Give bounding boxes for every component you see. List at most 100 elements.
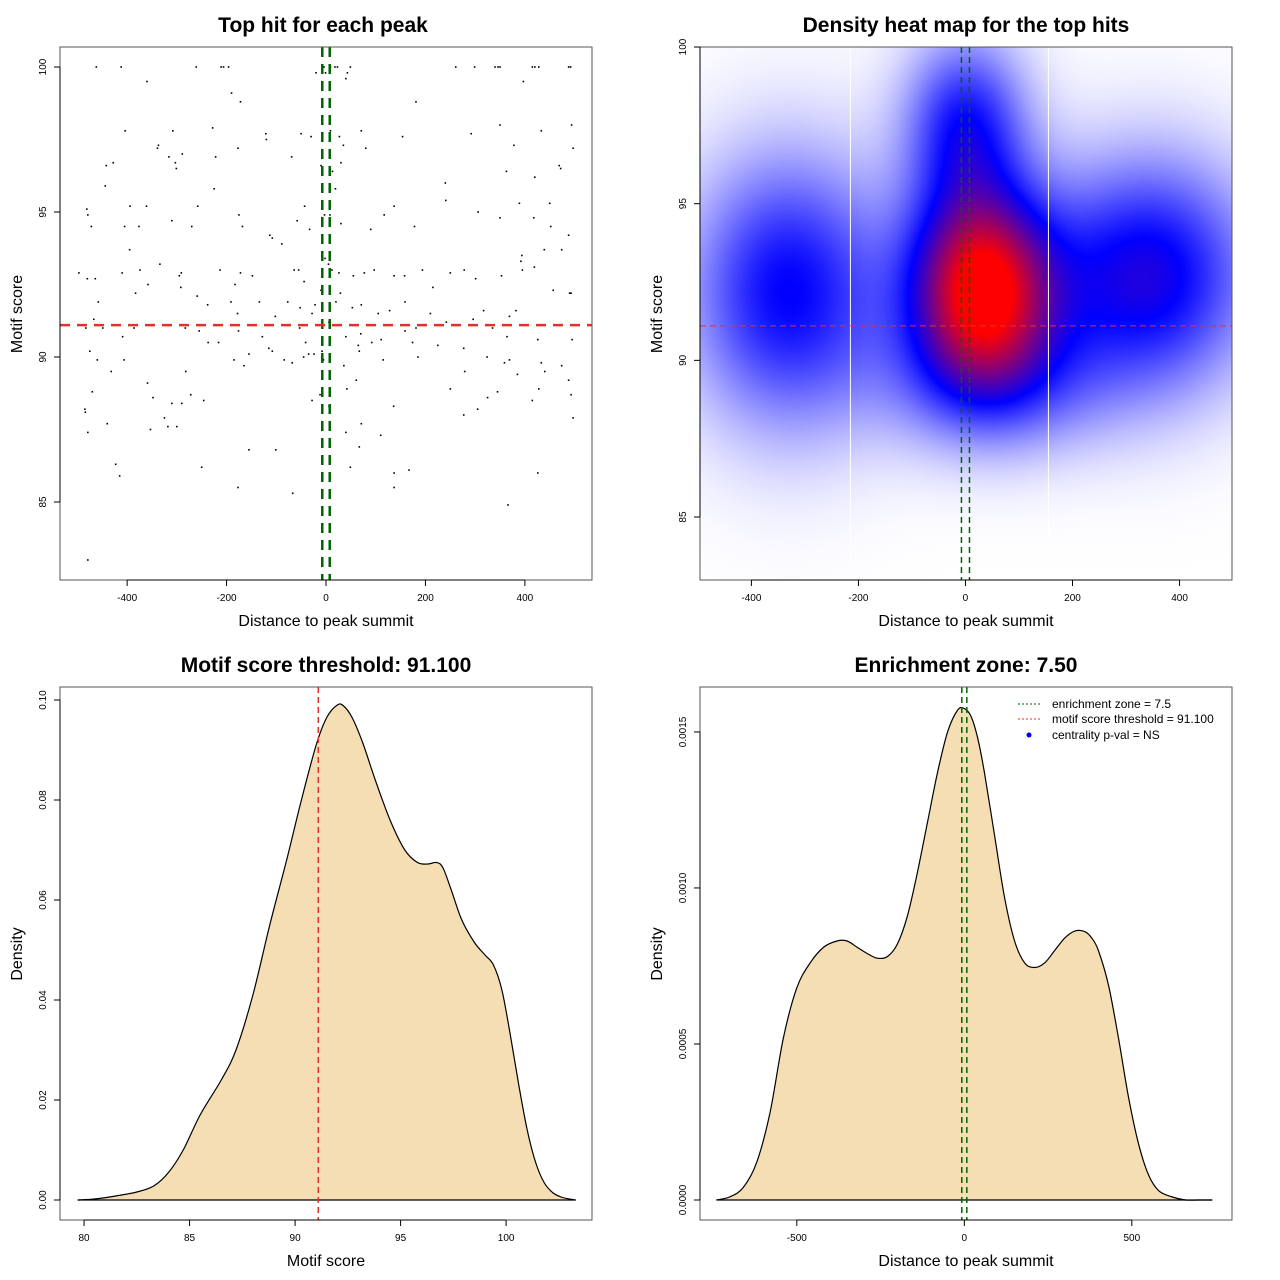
scatter-y-tick-label: 100 — [38, 58, 49, 75]
scatter-point — [323, 214, 326, 216]
scatter-point — [548, 202, 551, 205]
scatter-point — [572, 147, 574, 150]
scatter-point — [404, 330, 406, 332]
scatter-point — [417, 356, 419, 358]
scatter-point — [572, 417, 574, 419]
score-density-x-tick-label: 80 — [78, 1233, 90, 1244]
scatter-point — [486, 356, 488, 358]
heatmap-x-tick-label: -400 — [741, 593, 761, 604]
scatter-point — [415, 101, 417, 103]
scatter-point — [329, 130, 332, 132]
scatter-point — [251, 275, 254, 277]
scatter-point — [491, 327, 494, 329]
score-density-y-tick-label: 0.02 — [38, 1090, 49, 1110]
scatter-point — [248, 448, 250, 451]
scatter-point — [321, 350, 323, 352]
scatter-point — [248, 353, 250, 355]
scatter-point — [499, 217, 501, 219]
score-density-y-tick-label: 0.06 — [38, 890, 49, 910]
scatter-point — [190, 225, 193, 228]
scatter-point — [230, 301, 232, 303]
scatter-point — [198, 330, 201, 332]
scatter-x-tick-label: -400 — [117, 593, 137, 604]
scatter-point — [449, 272, 452, 274]
scatter-point — [168, 156, 170, 158]
scatter-point — [163, 417, 166, 419]
scatter-point — [355, 379, 358, 381]
scatter-point — [97, 301, 100, 303]
score-density-x-tick-label: 100 — [498, 1233, 515, 1244]
scatter-point — [364, 147, 367, 150]
scatter-point — [444, 182, 447, 184]
scatter-point — [538, 388, 540, 390]
scatter-point — [533, 217, 535, 219]
scatter-y-tick-label: 90 — [38, 351, 49, 363]
scatter-point — [237, 486, 239, 489]
scatter-y-tick-label: 85 — [38, 496, 49, 508]
scatter-point — [85, 327, 87, 329]
scatter-point — [184, 370, 187, 373]
distance-density-panel: Enrichment zone: 7.50 -500 0 500 0.00000.0… — [649, 654, 1233, 1270]
scatter-point — [133, 327, 135, 329]
scatter-point — [239, 101, 242, 103]
scatter-point — [237, 330, 240, 332]
scatter-point — [538, 66, 540, 68]
scatter-point — [343, 364, 345, 367]
scatter-point — [220, 66, 222, 68]
legend: enrichment zone = 7.5 motif score thresh… — [1018, 697, 1214, 742]
scatter-point — [265, 138, 268, 141]
scatter-point — [494, 66, 496, 68]
scatter-point — [352, 275, 355, 277]
scatter-point — [338, 272, 340, 274]
distance-density-x-tick-label: 0 — [962, 1233, 968, 1244]
scatter-point — [110, 370, 113, 373]
scatter-point — [167, 425, 169, 428]
scatter-point — [311, 399, 313, 402]
scatter-point — [571, 338, 573, 341]
scatter-point — [314, 304, 316, 306]
scatter-point — [503, 361, 506, 364]
scatter-x-tick-label: 0 — [323, 593, 329, 604]
scatter-point — [515, 309, 517, 312]
scatter-y-label: Motif score — [9, 275, 26, 353]
heatmap-x-tick-label: 200 — [1064, 593, 1081, 604]
scatter-point — [346, 72, 349, 74]
legend-centrality-label: centrality p-val = NS — [1052, 728, 1160, 742]
scatter-point — [302, 356, 305, 358]
distance-density-x-ticks: -500 0 500 — [787, 1219, 1141, 1244]
scatter-point — [104, 185, 107, 187]
scatter-point — [463, 269, 466, 271]
scatter-point — [243, 364, 245, 367]
scatter-point — [508, 359, 511, 361]
scatter-point — [351, 306, 354, 309]
heatmap-y-tick-label: 85 — [678, 511, 689, 523]
scatter-point — [156, 147, 159, 150]
distance-density-enrichment-lines — [961, 687, 968, 1220]
scatter-point — [360, 422, 363, 425]
scatter-point — [105, 164, 108, 167]
scatter-point — [128, 248, 131, 251]
scatter-point — [349, 66, 352, 68]
scatter-point — [543, 370, 546, 373]
scatter-point — [334, 66, 336, 68]
heatmap-y-tick-label: 100 — [678, 38, 689, 55]
scatter-point — [392, 405, 395, 408]
scatter-point — [379, 434, 382, 437]
scatter-point — [499, 124, 501, 126]
scatter-point — [304, 341, 307, 344]
scatter-point — [345, 335, 347, 338]
scatter-point — [149, 428, 152, 431]
scatter-point — [106, 422, 109, 425]
score-density-panel: Motif score threshold: 91.100 80 85 90 95 10… — [9, 654, 593, 1270]
distance-density-y-tick-label: 0.0000 — [678, 1184, 689, 1215]
scatter-point — [393, 486, 395, 489]
scatter-point — [334, 188, 337, 190]
scatter-point — [94, 277, 97, 280]
scatter-point — [411, 341, 414, 344]
scatter-point — [345, 77, 347, 80]
scatter-point — [507, 504, 509, 506]
scatter-point — [181, 153, 184, 155]
scatter-point — [360, 332, 362, 335]
scatter-point — [432, 286, 434, 289]
scatter-x-tick-label: 400 — [517, 593, 534, 604]
